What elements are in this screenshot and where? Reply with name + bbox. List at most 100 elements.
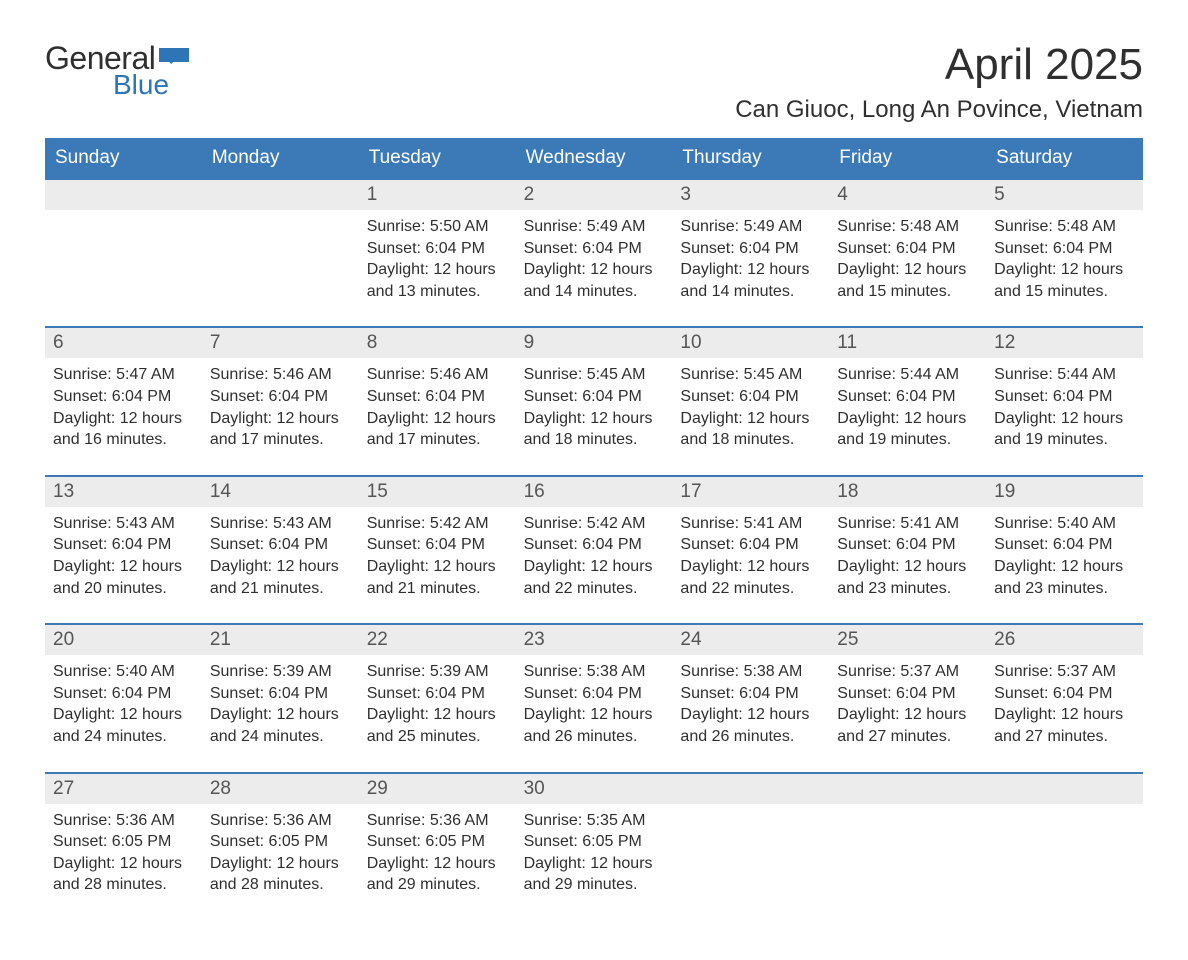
day-detail-line: Daylight: 12 hours (524, 556, 665, 578)
logo: General Blue (45, 40, 193, 101)
day-number: 5 (986, 180, 1143, 210)
day-number: 16 (516, 477, 673, 507)
day-detail-line: Sunrise: 5:48 AM (837, 216, 978, 238)
day-number (45, 180, 202, 210)
day-detail-line: and 14 minutes. (524, 281, 665, 303)
day-cell: Sunrise: 5:46 AMSunset: 6:04 PMDaylight:… (359, 358, 516, 474)
day-detail-line: Daylight: 12 hours (837, 556, 978, 578)
day-detail-line: Sunrise: 5:36 AM (53, 810, 194, 832)
day-detail-line: and 18 minutes. (680, 429, 821, 451)
day-number: 6 (45, 328, 202, 358)
day-detail-line: Daylight: 12 hours (367, 556, 508, 578)
weekday-header-cell: Wednesday (516, 138, 673, 178)
day-number: 24 (672, 625, 829, 655)
day-detail-line: Sunset: 6:04 PM (837, 534, 978, 556)
day-detail-line: Sunset: 6:04 PM (524, 683, 665, 705)
day-detail-line: Sunset: 6:04 PM (994, 386, 1135, 408)
day-cell: Sunrise: 5:42 AMSunset: 6:04 PMDaylight:… (516, 507, 673, 623)
weekday-header-cell: Friday (829, 138, 986, 178)
day-number: 10 (672, 328, 829, 358)
day-detail-line: Sunrise: 5:39 AM (210, 661, 351, 683)
day-cell: Sunrise: 5:37 AMSunset: 6:04 PMDaylight:… (986, 655, 1143, 771)
day-cell (202, 210, 359, 326)
day-detail-line: Daylight: 12 hours (680, 408, 821, 430)
calendar-weekday-header: SundayMondayTuesdayWednesdayThursdayFrid… (45, 138, 1143, 178)
day-detail-line: Daylight: 12 hours (994, 408, 1135, 430)
day-detail-line: Sunset: 6:04 PM (53, 683, 194, 705)
day-detail-line: Sunset: 6:04 PM (680, 683, 821, 705)
day-detail-line: and 21 minutes. (210, 578, 351, 600)
day-detail-line: and 27 minutes. (994, 726, 1135, 748)
location-subtitle: Can Giuoc, Long An Povince, Vietnam (735, 96, 1143, 124)
day-number: 23 (516, 625, 673, 655)
day-detail-line: Sunset: 6:04 PM (210, 386, 351, 408)
day-number: 28 (202, 774, 359, 804)
day-cell: Sunrise: 5:36 AMSunset: 6:05 PMDaylight:… (45, 804, 202, 920)
day-detail-line: and 21 minutes. (367, 578, 508, 600)
day-cell: Sunrise: 5:37 AMSunset: 6:04 PMDaylight:… (829, 655, 986, 771)
day-cell (986, 804, 1143, 920)
day-number: 15 (359, 477, 516, 507)
day-detail-line: and 19 minutes. (837, 429, 978, 451)
day-detail-line: and 22 minutes. (524, 578, 665, 600)
weekday-header-cell: Tuesday (359, 138, 516, 178)
day-cell: Sunrise: 5:49 AMSunset: 6:04 PMDaylight:… (672, 210, 829, 326)
day-cell: Sunrise: 5:48 AMSunset: 6:04 PMDaylight:… (829, 210, 986, 326)
day-detail-line: and 23 minutes. (994, 578, 1135, 600)
calendar-week: 12345Sunrise: 5:50 AMSunset: 6:04 PMDayl… (45, 178, 1143, 326)
day-number: 20 (45, 625, 202, 655)
day-detail-line: Sunrise: 5:38 AM (524, 661, 665, 683)
day-detail-line: Sunset: 6:04 PM (367, 683, 508, 705)
calendar-week: 27282930Sunrise: 5:36 AMSunset: 6:05 PMD… (45, 772, 1143, 920)
day-cell: Sunrise: 5:49 AMSunset: 6:04 PMDaylight:… (516, 210, 673, 326)
day-detail-line: Sunrise: 5:44 AM (837, 364, 978, 386)
day-cell: Sunrise: 5:40 AMSunset: 6:04 PMDaylight:… (986, 507, 1143, 623)
page-header: General Blue April 2025 Can Giuoc, Long … (45, 40, 1143, 124)
day-detail-line: Sunrise: 5:40 AM (994, 513, 1135, 535)
day-cell: Sunrise: 5:40 AMSunset: 6:04 PMDaylight:… (45, 655, 202, 771)
title-block: April 2025 Can Giuoc, Long An Povince, V… (735, 40, 1143, 124)
day-detail-line: Sunset: 6:04 PM (210, 683, 351, 705)
day-detail-line: and 20 minutes. (53, 578, 194, 600)
day-detail-line: Sunset: 6:04 PM (680, 238, 821, 260)
day-number: 18 (829, 477, 986, 507)
day-number: 3 (672, 180, 829, 210)
day-number: 7 (202, 328, 359, 358)
day-detail-line: Sunrise: 5:43 AM (53, 513, 194, 535)
day-detail-line: Daylight: 12 hours (210, 556, 351, 578)
day-detail-line: Daylight: 12 hours (524, 704, 665, 726)
day-cell (45, 210, 202, 326)
day-detail-line: Sunrise: 5:39 AM (367, 661, 508, 683)
day-detail-line: and 24 minutes. (53, 726, 194, 748)
day-detail-line: Sunset: 6:04 PM (837, 683, 978, 705)
day-detail-line: Daylight: 12 hours (210, 853, 351, 875)
day-detail-line: Sunset: 6:04 PM (994, 534, 1135, 556)
day-detail-line: Daylight: 12 hours (524, 259, 665, 281)
day-detail-line: Sunset: 6:04 PM (367, 534, 508, 556)
calendar-week: 6789101112Sunrise: 5:47 AMSunset: 6:04 P… (45, 326, 1143, 474)
day-detail-line: Sunset: 6:05 PM (367, 831, 508, 853)
day-detail-line: and 22 minutes. (680, 578, 821, 600)
day-number: 30 (516, 774, 673, 804)
day-detail-line: and 15 minutes. (837, 281, 978, 303)
day-cell: Sunrise: 5:39 AMSunset: 6:04 PMDaylight:… (202, 655, 359, 771)
day-number (986, 774, 1143, 804)
day-number: 9 (516, 328, 673, 358)
day-cell: Sunrise: 5:45 AMSunset: 6:04 PMDaylight:… (672, 358, 829, 474)
day-number: 14 (202, 477, 359, 507)
day-detail-line: and 17 minutes. (210, 429, 351, 451)
day-cell: Sunrise: 5:36 AMSunset: 6:05 PMDaylight:… (202, 804, 359, 920)
day-number: 29 (359, 774, 516, 804)
day-detail-line: Sunrise: 5:36 AM (210, 810, 351, 832)
day-cell: Sunrise: 5:38 AMSunset: 6:04 PMDaylight:… (516, 655, 673, 771)
day-detail-line: Sunrise: 5:37 AM (837, 661, 978, 683)
day-detail-line: Sunrise: 5:49 AM (524, 216, 665, 238)
day-detail-line: Sunrise: 5:46 AM (210, 364, 351, 386)
day-detail-line: Daylight: 12 hours (53, 408, 194, 430)
day-detail-line: Sunrise: 5:47 AM (53, 364, 194, 386)
day-number: 26 (986, 625, 1143, 655)
day-number: 19 (986, 477, 1143, 507)
day-cell (829, 804, 986, 920)
day-cell: Sunrise: 5:41 AMSunset: 6:04 PMDaylight:… (829, 507, 986, 623)
day-number (829, 774, 986, 804)
